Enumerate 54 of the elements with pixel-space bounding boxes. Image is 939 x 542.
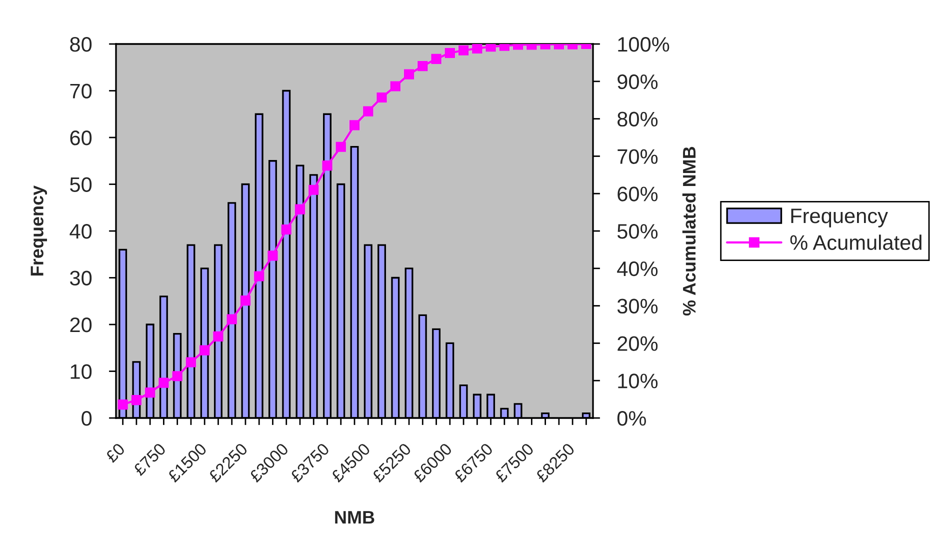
point (390, 81, 400, 92)
y-tick-label: 20 (70, 318, 92, 332)
y-tick-label: 10 (70, 364, 92, 380)
y2-tick-label: 30% (617, 298, 658, 314)
y2-axis-title: % Acumulated NMB (682, 146, 696, 316)
point (472, 44, 482, 54)
y-tick-label: 30 (70, 270, 92, 286)
y2-tick-label: 50% (617, 224, 658, 239)
legend-label: % Acumulated (790, 234, 922, 250)
point (145, 388, 156, 398)
point (363, 106, 374, 116)
point (131, 395, 142, 406)
legend-label: Frequency (791, 208, 888, 228)
y-tick-label: 80 (70, 37, 92, 52)
point (376, 92, 387, 103)
y2-tick-label: 60% (618, 186, 658, 202)
point (118, 400, 128, 410)
y2-tick-label: 0% (617, 411, 646, 426)
y2-tick-label: 90% (618, 74, 658, 90)
point (200, 345, 210, 356)
point (458, 45, 469, 56)
point (172, 371, 182, 382)
y2-tick-label: 100% (618, 37, 670, 52)
x-tick-label: £0 (104, 442, 126, 464)
point (486, 44, 496, 52)
point (336, 142, 346, 152)
y2-tick-label: 70% (618, 149, 658, 164)
y2-tick-label: 20% (618, 336, 658, 351)
point (268, 250, 278, 261)
point (158, 378, 169, 388)
point (186, 357, 196, 368)
y-tick-label: 60 (70, 130, 92, 146)
point (294, 204, 306, 214)
point (404, 69, 414, 80)
point (240, 296, 251, 306)
y2-tick-label: 10% (618, 374, 658, 388)
point (418, 61, 428, 72)
point (322, 160, 332, 171)
point (349, 120, 360, 130)
y2-tick-label: 80% (618, 112, 658, 127)
point (226, 314, 237, 324)
point (254, 271, 264, 282)
y-tick-label: 0 (82, 411, 92, 426)
y-tick-label: 70 (70, 84, 92, 99)
y2-tick-label: 40% (617, 261, 658, 276)
y-tick-label: 40 (70, 224, 92, 239)
point (431, 54, 442, 64)
x-axis-title: NMB (335, 511, 374, 524)
point (281, 224, 292, 235)
y-axis-title: Frequency (30, 185, 47, 276)
y-tick-label: 50 (70, 177, 92, 192)
point (444, 48, 455, 58)
point (213, 331, 224, 342)
point (308, 184, 319, 195)
